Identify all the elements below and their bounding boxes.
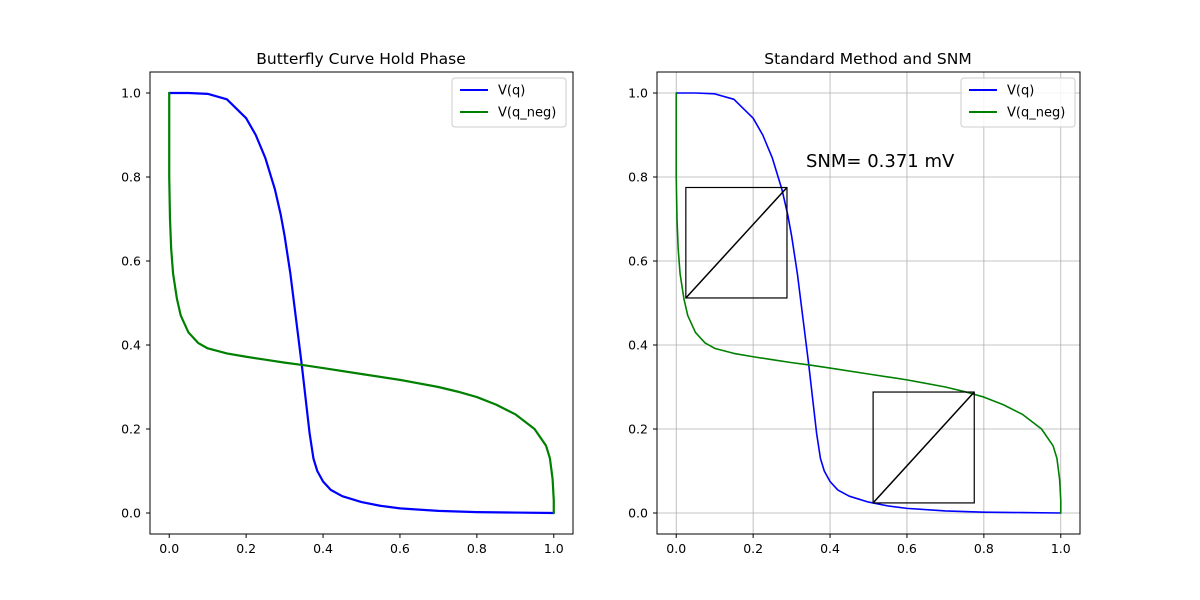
series-line-vqneg bbox=[675, 92, 1062, 514]
y-tick-label: 0.2 bbox=[628, 422, 648, 437]
subplot-snm: Standard Method and SNM 0.0 0.2 0.4 0.6 0.8 1… bbox=[628, 50, 1081, 556]
x-tick-label: 0.6 bbox=[897, 541, 917, 556]
legend: V(q) V(q_neg) bbox=[451, 77, 567, 128]
snm-square bbox=[685, 186, 788, 299]
y-tick-label: 0.8 bbox=[121, 170, 141, 185]
x-tick-label: 0.2 bbox=[743, 541, 763, 556]
y-tick-label: 1.0 bbox=[121, 86, 141, 101]
series-line-vqneg bbox=[168, 91, 555, 515]
legend: V(q) V(q_neg) bbox=[960, 77, 1076, 128]
y-tick-label: 0.0 bbox=[628, 506, 648, 521]
snm-annotation: SNM= 0.371 mV bbox=[806, 151, 955, 172]
chart-title: Standard Method and SNM bbox=[764, 50, 971, 68]
x-tick-label: 1.0 bbox=[1051, 541, 1071, 556]
y-tick-label: 0.0 bbox=[121, 506, 141, 521]
y-tick-label: 0.8 bbox=[628, 170, 648, 185]
series-line-vq bbox=[168, 91, 555, 515]
x-tick-label: 1.0 bbox=[544, 541, 564, 556]
subplot-butterfly: Butterfly Curve Hold Phase 0.0 0.2 0.4 0.6 0… bbox=[121, 50, 574, 556]
legend-label-vq: V(q) bbox=[1007, 84, 1034, 99]
x-tick-label: 0.0 bbox=[159, 541, 179, 556]
snm-square bbox=[872, 391, 975, 504]
x-tick-label: 0.0 bbox=[666, 541, 686, 556]
snm-diagonal bbox=[685, 186, 788, 299]
y-tick-label: 0.4 bbox=[121, 338, 141, 353]
axes-frame bbox=[149, 71, 574, 535]
snm-diagonal bbox=[872, 391, 975, 504]
y-tick-label: 0.2 bbox=[121, 422, 141, 437]
x-tick-label: 0.4 bbox=[820, 541, 840, 556]
y-tick-label: 0.6 bbox=[628, 254, 648, 269]
x-tick-label: 0.8 bbox=[467, 541, 487, 556]
x-tick-label: 0.2 bbox=[236, 541, 256, 556]
y-tick-label: 0.6 bbox=[121, 254, 141, 269]
legend-label-vqneg: V(q_neg) bbox=[1007, 106, 1065, 121]
y-tick-label: 0.4 bbox=[628, 338, 648, 353]
chart-title: Butterfly Curve Hold Phase bbox=[256, 50, 466, 68]
series-line-vq bbox=[675, 92, 1062, 514]
x-tick-label: 0.4 bbox=[313, 541, 333, 556]
legend-label-vqneg: V(q_neg) bbox=[498, 106, 556, 121]
y-tick-label: 1.0 bbox=[628, 86, 648, 101]
axes-frame bbox=[656, 71, 1081, 535]
x-tick-label: 0.8 bbox=[974, 541, 994, 556]
legend-label-vq: V(q) bbox=[498, 84, 525, 99]
x-tick-label: 0.6 bbox=[390, 541, 410, 556]
